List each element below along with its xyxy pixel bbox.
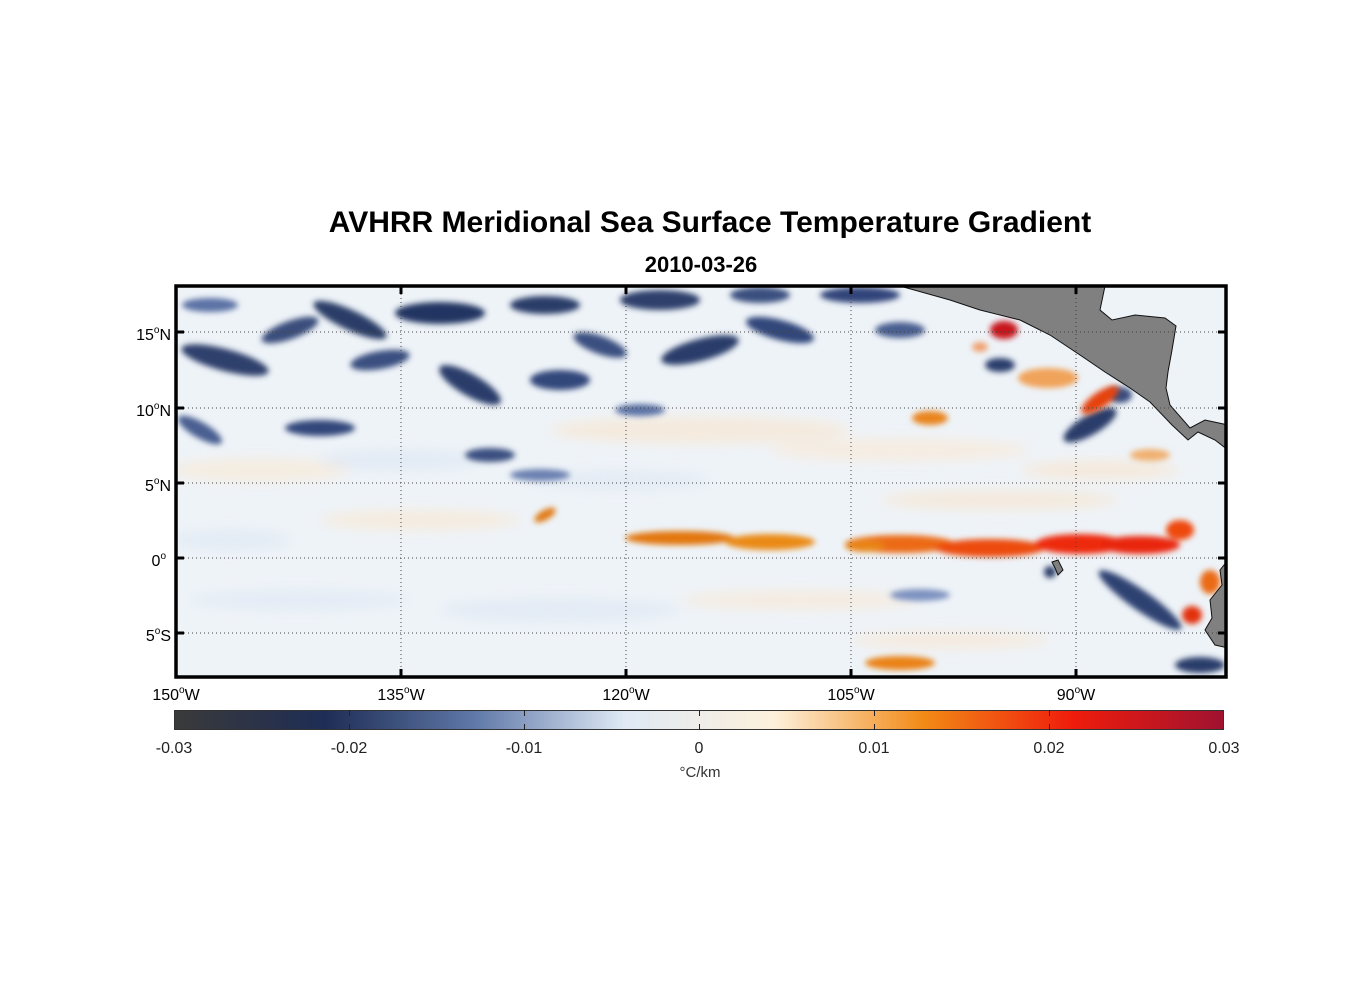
lat-label-15n: 15oN [136, 325, 171, 344]
colorbar-tick [1049, 710, 1050, 716]
colorbar-label-0.02: 0.02 [1033, 740, 1065, 757]
lon-label-120w: 120oW [602, 685, 650, 704]
background-texture [176, 416, 1180, 649]
land-masses [899, 286, 1226, 649]
colorbar-tick [699, 710, 700, 716]
colorbar-label-m0.03: -0.03 [155, 740, 193, 757]
colorbar-label-m0.02: -0.02 [330, 740, 368, 757]
colorbar-units: °C/km [679, 764, 721, 781]
colorbar-tick [524, 710, 525, 716]
colorbar-tick [874, 710, 875, 716]
lon-label-105w: 105oW [827, 685, 875, 704]
lat-label-5n: 5oN [144, 476, 171, 495]
positive-gradient-features [534, 321, 1220, 670]
colorbar-tick [349, 724, 350, 730]
colorbar-label-0.01: 0.01 [858, 740, 890, 757]
colorbar-tick [699, 724, 700, 730]
lat-label-10n: 10oN [136, 401, 171, 420]
graticule [176, 286, 1226, 677]
figure-title: AVHRR Meridional Sea Surface Temperature… [328, 206, 1092, 239]
figure-date: 2010-03-26 [644, 252, 758, 277]
colorbar-label-m0.01: -0.01 [505, 740, 543, 757]
lon-label-90w: 90oW [1056, 685, 1096, 704]
colorbar-tick [1049, 724, 1050, 730]
colorbar-tick [349, 710, 350, 716]
lon-label-150w: 150oW [152, 685, 200, 704]
lat-label-5s: 5oS [145, 626, 171, 645]
sst-gradient-map [174, 284, 1228, 679]
lat-label-0: 0o [151, 551, 166, 570]
colorbar-tick [874, 724, 875, 730]
colorbar-label-0: 0 [694, 740, 704, 757]
tick-marks [176, 286, 1226, 677]
colorbar [174, 710, 1224, 730]
lon-label-135w: 135oW [377, 685, 425, 704]
colorbar-label-0.03: 0.03 [1208, 740, 1240, 757]
colorbar-tick [524, 724, 525, 730]
negative-gradient-cells [177, 287, 1225, 673]
